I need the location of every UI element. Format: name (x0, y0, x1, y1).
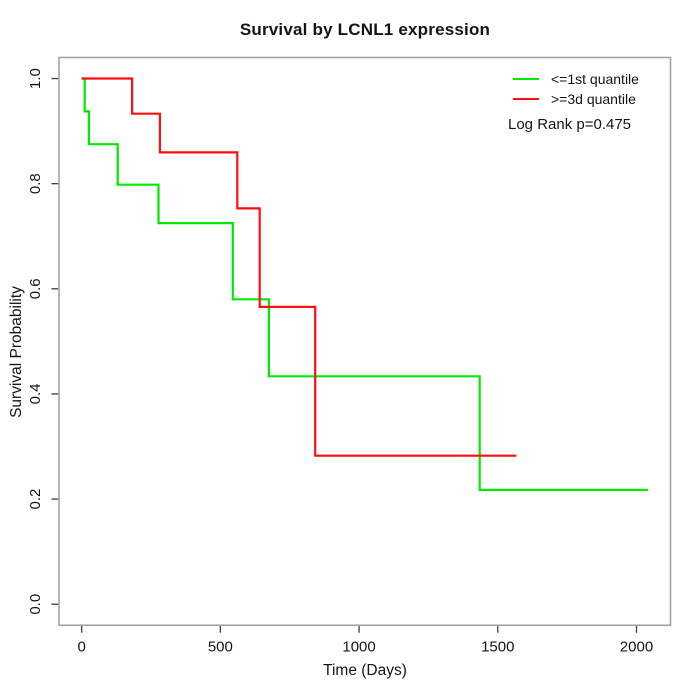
km-curve-red (81, 77, 517, 457)
x-axis-label: Time (Days) (323, 662, 407, 679)
y-tick-label: 0.0 (27, 594, 44, 615)
legend-line-red-icon (513, 97, 539, 101)
y-tick-label: 0.4 (27, 384, 44, 405)
y-tick-label: 1.0 (27, 68, 44, 89)
logrank-annotation: Log Rank p=0.475 (508, 116, 632, 133)
legend-label-low-expression: <=1st quantile (551, 71, 639, 87)
y-tick-label: 0.6 (27, 278, 44, 299)
x-tick-label: 500 (208, 638, 233, 655)
legend-item-high-expression: >=3d quantile (513, 89, 639, 109)
legend: <=1st quantile >=3d quantile (513, 69, 639, 109)
x-tick-label: 2000 (620, 638, 653, 655)
x-tick-label: 1000 (342, 638, 375, 655)
chart-title: Survival by LCNL1 expression (239, 20, 491, 39)
legend-item-low-expression: <=1st quantile (513, 69, 639, 89)
legend-line-green-icon (513, 77, 539, 81)
legend-label-high-expression: >=3d quantile (551, 91, 636, 107)
y-tick-label: 0.8 (27, 173, 44, 194)
plot-frame (58, 56, 672, 627)
km-curve-green (81, 77, 648, 491)
x-tick-label: 0 (77, 638, 85, 655)
y-tick-label: 0.2 (27, 489, 44, 510)
y-axis-label: Survival Probability (8, 286, 25, 418)
x-tick-label: 1500 (481, 638, 514, 655)
